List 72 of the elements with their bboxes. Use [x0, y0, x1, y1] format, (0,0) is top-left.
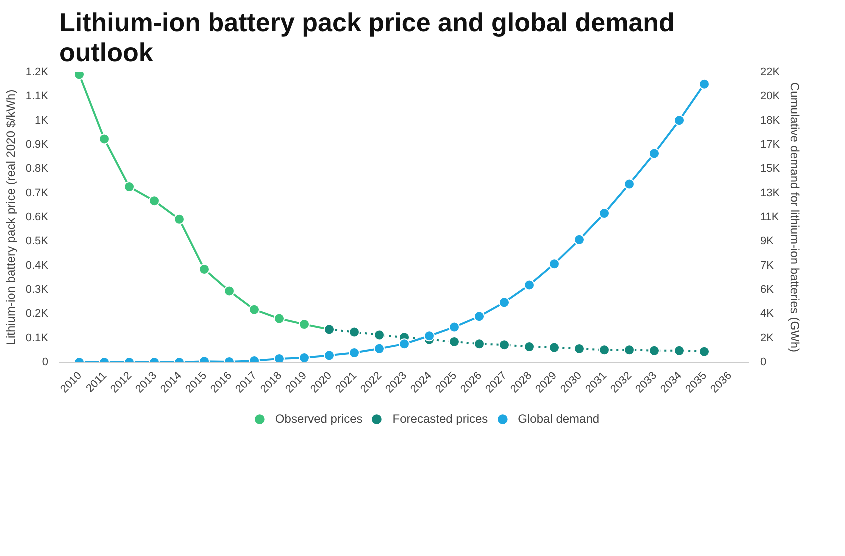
y2-tick-label: 6K [760, 284, 775, 296]
y-tick-label: 0.8K [26, 163, 50, 176]
y2-tick-label: 22K [760, 66, 781, 78]
point [624, 344, 635, 356]
point [699, 346, 710, 358]
point [674, 345, 685, 356]
y2-tick-label: 20K [760, 90, 781, 103]
point [524, 342, 535, 353]
y-tick-label: 0.7K [26, 187, 50, 200]
point [274, 313, 285, 324]
y-tick-label: 0.5K [26, 236, 50, 248]
y2-tick-label: 2K [760, 332, 775, 344]
point [699, 78, 710, 90]
point [349, 326, 360, 338]
point [574, 234, 585, 246]
point [349, 348, 360, 358]
point [274, 353, 285, 362]
point [249, 304, 260, 316]
point [649, 148, 660, 160]
point [199, 264, 210, 275]
point [474, 311, 485, 322]
point [149, 196, 160, 207]
y2-tick-label: 15K [760, 163, 781, 176]
legend-label: Observed prices [275, 412, 363, 426]
point [599, 344, 610, 356]
point [299, 352, 310, 362]
legend-label: Forecasted prices [392, 412, 488, 426]
point [574, 343, 585, 354]
y-tick-label: 0.9K [26, 139, 50, 151]
y-tick-label: 0.6K [26, 212, 50, 224]
point [624, 178, 635, 190]
point [549, 342, 560, 354]
point [524, 280, 535, 291]
y2-tick-label: 17K [760, 139, 781, 151]
point [449, 336, 460, 348]
point [99, 134, 110, 145]
point [374, 330, 385, 341]
y2-tick-label: 18K [760, 114, 781, 127]
y-tick-label: 1.2K [26, 66, 50, 78]
y2-tick-label: 7K [760, 260, 775, 272]
y-axis-title: Lithium-ion battery pack price (real 2020 $/kWh) [4, 90, 18, 346]
y-tick-label: 1.1K [26, 90, 50, 103]
y-tick-label: 0.3K [26, 284, 50, 296]
point [374, 343, 385, 354]
y2-tick-label: 9K [760, 236, 775, 248]
y-tick-label: 0 [42, 356, 49, 368]
point [399, 338, 410, 350]
point [449, 322, 460, 333]
y2-tick-label: 4K [760, 308, 775, 320]
y2-tick-label: 13K [760, 187, 781, 200]
chart-title: Lithium-ion battery pack price and global demand outlook [60, 8, 675, 68]
point [174, 214, 185, 225]
point [299, 319, 310, 330]
y2-tick-label: 11K [760, 212, 780, 224]
point [549, 258, 560, 270]
point [424, 330, 435, 342]
point [324, 350, 335, 362]
point [499, 297, 510, 308]
y-tick-label: 0.2K [26, 308, 50, 320]
point [599, 208, 610, 220]
y-tick-label: 0.1K [26, 332, 50, 344]
point [649, 345, 660, 356]
y2-axis-title: Cumulative demand for lithium-ion batteries (GWh) [788, 82, 802, 353]
point [474, 338, 485, 350]
point [674, 115, 685, 126]
legend-label: Global demand [518, 412, 600, 426]
y2-tick-label: 0 [760, 356, 767, 368]
y-tick-label: 0.4K [26, 260, 50, 272]
point [224, 286, 235, 297]
point [124, 182, 135, 193]
y-tick-label: 1K [35, 114, 50, 127]
point [499, 340, 510, 351]
